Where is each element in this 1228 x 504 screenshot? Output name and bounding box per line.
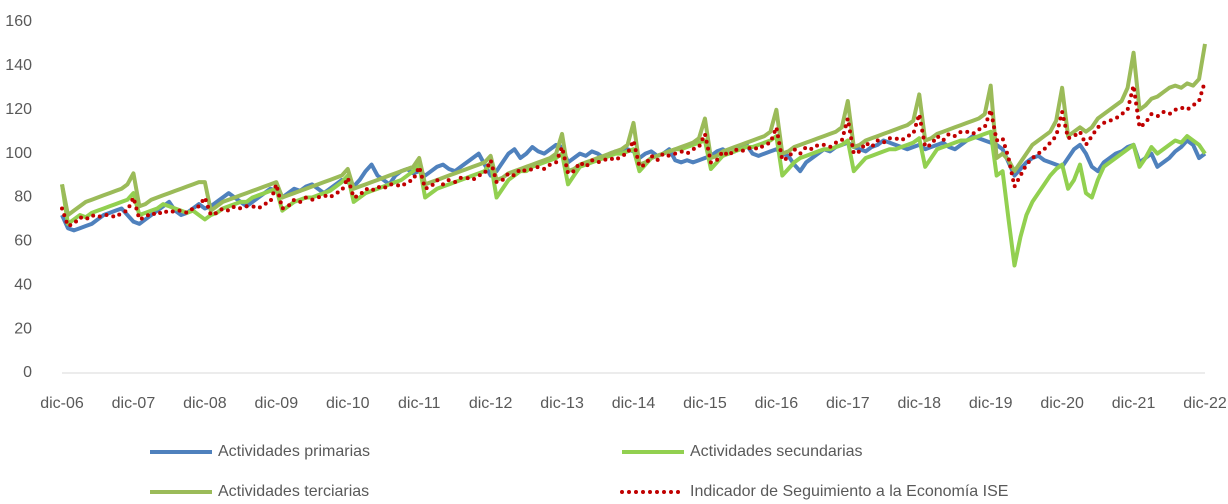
legend-label: Indicador de Seguimiento a la Economía I… <box>690 483 1008 500</box>
x-tick-label: dic-08 <box>183 395 227 412</box>
x-tick-label: dic-07 <box>112 395 156 412</box>
x-tick-label: dic-12 <box>469 395 513 412</box>
x-tick-label: dic-20 <box>1040 395 1084 412</box>
x-tick-label: dic-22 <box>1183 395 1227 412</box>
x-tick-label: dic-09 <box>255 395 299 412</box>
series-line <box>60 129 1207 268</box>
x-tick-label: dic-16 <box>755 395 799 412</box>
x-tick-label: dic-06 <box>40 395 84 412</box>
y-tick-label: 120 <box>5 101 32 118</box>
y-tick-label: 160 <box>5 13 32 30</box>
x-tick-label: dic-19 <box>969 395 1013 412</box>
x-tick-label: dic-18 <box>897 395 941 412</box>
legend-label: Actividades secundarias <box>690 443 863 460</box>
x-tick-label: dic-13 <box>540 395 584 412</box>
x-tick-label: dic-17 <box>826 395 870 412</box>
y-tick-label: 100 <box>5 145 32 162</box>
legend-label: Actividades terciarias <box>218 483 369 500</box>
x-tick-label: dic-11 <box>398 395 440 412</box>
y-tick-label: 0 <box>23 364 32 381</box>
y-tick-label: 60 <box>14 233 32 250</box>
y-tick-label: 40 <box>14 276 32 293</box>
legend-label: Actividades primarias <box>218 443 370 460</box>
series-line <box>60 79 1207 229</box>
series-line <box>60 43 1207 218</box>
x-tick-label: dic-15 <box>683 395 727 412</box>
y-tick-label: 80 <box>14 189 32 206</box>
y-tick-label: 20 <box>14 320 32 337</box>
x-tick-label: dic-14 <box>612 395 656 412</box>
x-tick-label: dic-10 <box>326 395 370 412</box>
y-tick-label: 140 <box>5 57 32 74</box>
x-tick-label: dic-21 <box>1112 395 1156 412</box>
